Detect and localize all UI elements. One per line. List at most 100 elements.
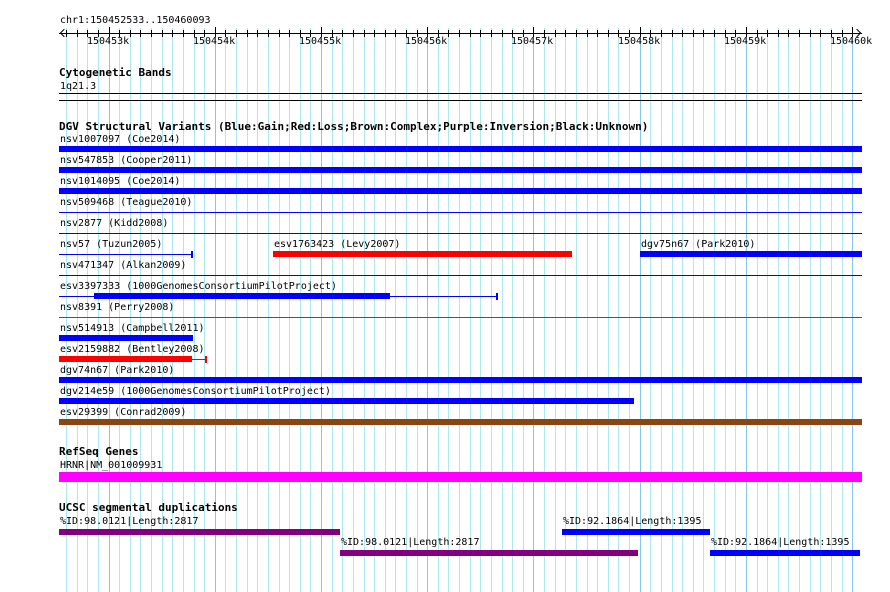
grid-line — [703, 28, 704, 592]
grid-line — [300, 28, 301, 592]
grid-line — [629, 28, 630, 592]
grid-line — [109, 28, 110, 592]
grid-line — [788, 28, 789, 592]
variant-label: esv2159882 (Bentley2008) — [60, 344, 205, 355]
ruler-tick-label: 150459k — [724, 36, 767, 47]
grid-line — [332, 28, 333, 592]
variant-bar[interactable] — [640, 251, 862, 257]
grid-line — [395, 28, 396, 592]
variant-label: nsv509468 (Teague2010) — [60, 197, 193, 208]
grid-line — [523, 28, 524, 592]
variant-label: nsv1014095 (Coe2014) — [60, 176, 181, 187]
grid-line — [66, 28, 67, 592]
variant-label: dgv214e59 (1000GenomesConsortiumPilotPro… — [60, 386, 331, 397]
grid-line — [448, 28, 449, 592]
segdup-bar[interactable] — [562, 529, 710, 535]
grid-line — [831, 28, 832, 592]
ruler-tick-label: 150457k — [511, 36, 554, 47]
segdup-bar[interactable] — [710, 550, 860, 556]
grid-line — [130, 28, 131, 592]
grid-line — [225, 28, 226, 592]
grid-line — [778, 28, 779, 592]
grid-line — [565, 28, 566, 592]
grid-line — [257, 28, 258, 592]
variant-bar[interactable] — [59, 146, 862, 152]
grid-line — [289, 28, 290, 592]
grid-line — [757, 28, 758, 592]
grid-line — [735, 28, 736, 592]
variant-bar[interactable] — [59, 356, 192, 362]
grid-line — [310, 28, 311, 592]
grid-line — [650, 28, 651, 592]
variant-label: esv29399 (Conrad2009) — [60, 407, 187, 418]
variant-bar[interactable] — [273, 251, 572, 257]
variant-line[interactable] — [59, 275, 862, 276]
grid-line — [87, 28, 88, 592]
grid-line — [714, 28, 715, 592]
variant-line[interactable] — [59, 212, 862, 213]
segdup-track-title: UCSC segmental duplications — [59, 501, 238, 514]
grid-line — [172, 28, 173, 592]
grid-line — [608, 28, 609, 592]
grid-line — [204, 28, 205, 592]
ruler-tick-label: 150453k — [87, 36, 130, 47]
grid-line — [810, 28, 811, 592]
segdup-label: %ID:98.0121|Length:2817 — [341, 537, 480, 548]
ruler-tick — [321, 27, 322, 37]
grid-line — [852, 28, 853, 592]
grid-line — [820, 28, 821, 592]
variant-line[interactable] — [59, 233, 862, 234]
variant-end-tick — [205, 356, 207, 363]
variant-line[interactable] — [59, 317, 862, 318]
grid-line — [353, 28, 354, 592]
variant-bar[interactable] — [59, 398, 634, 404]
ruler-tick — [640, 27, 641, 37]
variant-bar[interactable] — [59, 335, 193, 341]
ruler-tick-label: 150455k — [299, 36, 342, 47]
grid-line — [183, 28, 184, 592]
ruler-tick-label: 150456k — [405, 36, 448, 47]
grid-line — [555, 28, 556, 592]
ruler-tick — [215, 27, 216, 37]
variant-label: nsv471347 (Alkan2009) — [60, 260, 187, 271]
variant-end-tick — [496, 293, 498, 300]
variant-bar[interactable] — [59, 419, 862, 425]
gene-bar[interactable] — [59, 472, 862, 482]
segdup-bar[interactable] — [340, 550, 638, 556]
segdup-bar[interactable] — [59, 529, 340, 535]
grid-line — [364, 28, 365, 592]
grid-line — [544, 28, 545, 592]
ruler-tick — [533, 27, 534, 37]
variant-label: nsv57 (Tuzun2005) — [60, 239, 163, 250]
grid-line — [151, 28, 152, 592]
variant-label: esv1763423 (Levy2007) — [274, 239, 401, 250]
segdup-label: %ID:98.0121|Length:2817 — [60, 516, 199, 527]
variant-bar[interactable] — [59, 188, 862, 194]
grid-line — [533, 28, 534, 592]
grid-line — [725, 28, 726, 592]
grid-line — [279, 28, 280, 592]
variant-bar[interactable] — [59, 167, 862, 173]
dgv-track-title: DGV Structural Variants (Blue:Gain;Red:L… — [59, 120, 649, 133]
grid-line — [119, 28, 120, 592]
grid-line — [693, 28, 694, 592]
variant-label: nsv547853 (Cooper2011) — [60, 155, 193, 166]
variant-bar[interactable] — [94, 293, 390, 299]
cyto-band-line[interactable] — [59, 93, 862, 94]
variant-label: dgv74n67 (Park2010) — [60, 365, 175, 376]
cyto-track-title: Cytogenetic Bands — [59, 66, 172, 79]
grid-line — [746, 28, 747, 592]
variant-bar[interactable] — [59, 377, 862, 383]
grid-line — [98, 28, 99, 592]
grid-line — [194, 28, 195, 592]
grid-line — [587, 28, 588, 592]
grid-line — [321, 28, 322, 592]
variant-line[interactable] — [59, 254, 192, 255]
grid-line — [502, 28, 503, 592]
grid-line — [215, 28, 216, 592]
grid-line — [799, 28, 800, 592]
ruler-tick-label: 150460k — [830, 36, 873, 47]
refseq-track-title: RefSeq Genes — [59, 445, 139, 458]
grid-line — [236, 28, 237, 592]
